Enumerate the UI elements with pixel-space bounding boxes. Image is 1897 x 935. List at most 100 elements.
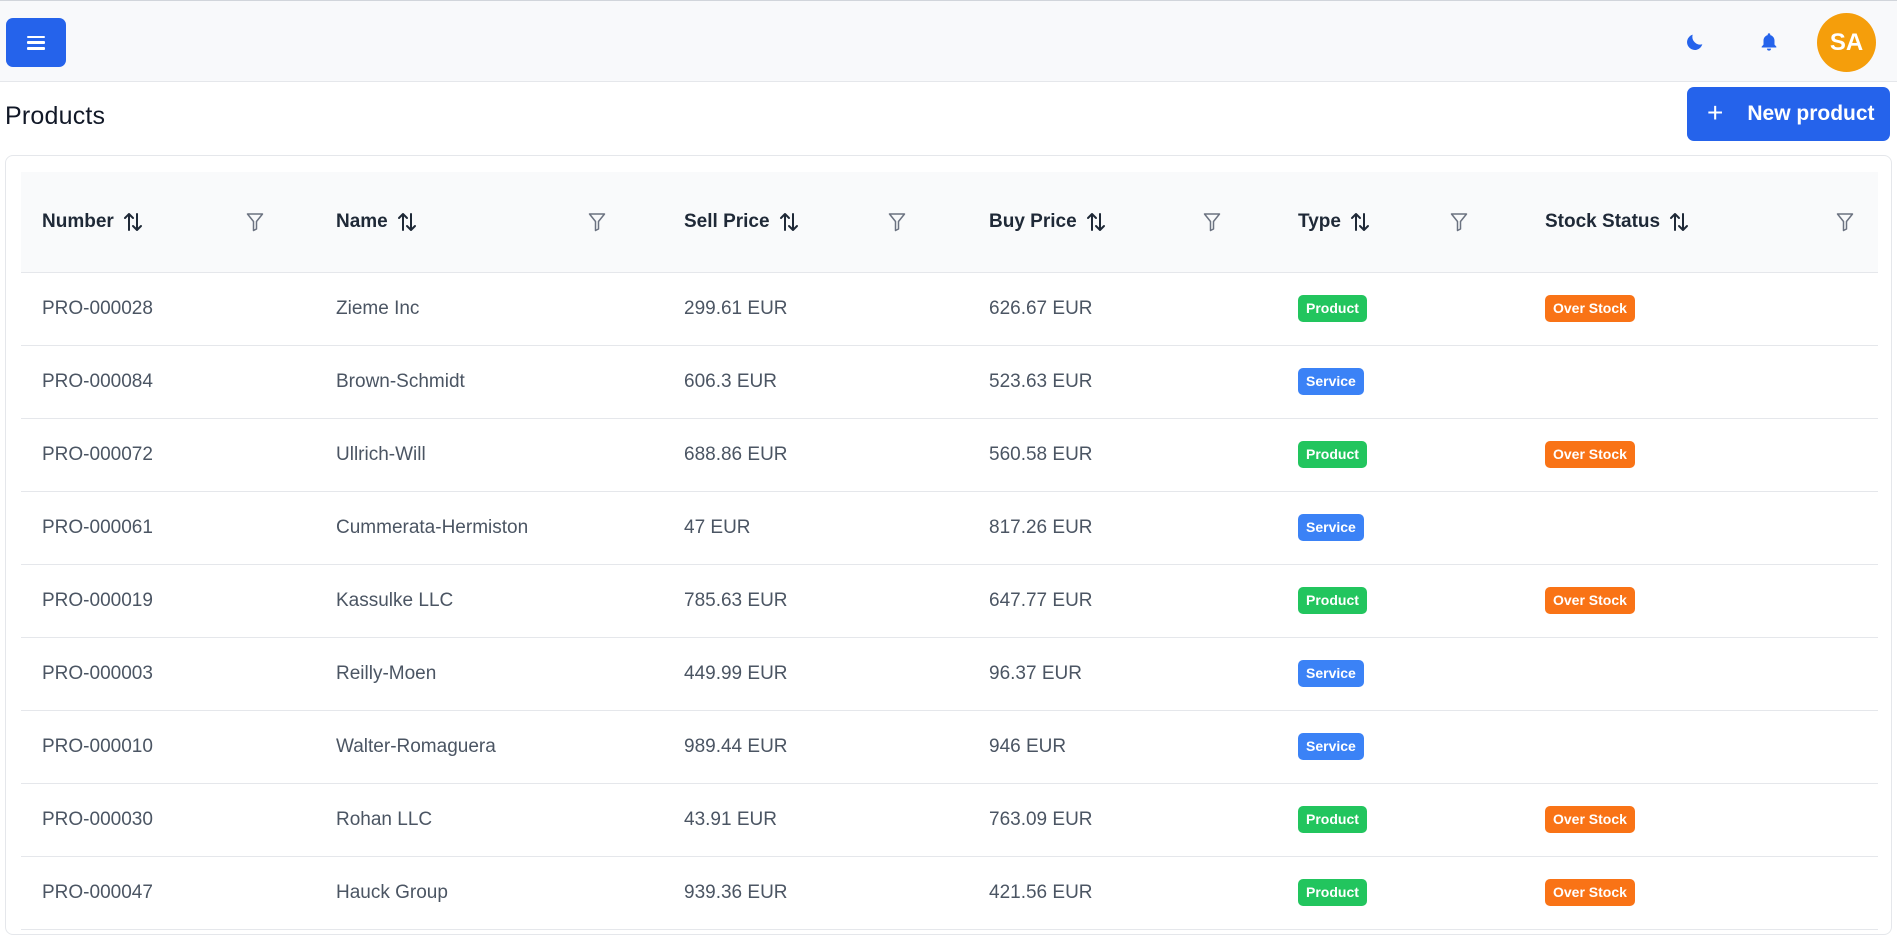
cell-stock-status: Over Stock	[1524, 272, 1878, 345]
sort-icon[interactable]	[397, 211, 417, 233]
filter-icon[interactable]	[1836, 212, 1854, 232]
menu-toggle-button[interactable]	[6, 18, 66, 67]
sort-icon[interactable]	[123, 211, 143, 233]
cell-sell-price: 989.44 EUR	[684, 735, 788, 757]
cell-stock-status	[1524, 710, 1878, 783]
cell-sell-price: 606.3 EUR	[684, 370, 777, 392]
table-row[interactable]: PRO-000084 Brown-Schmidt 606.3 EUR 523.63 E…	[21, 345, 1878, 418]
cell-name: Zieme Inc	[336, 297, 420, 319]
cell-type: Product	[1277, 856, 1524, 929]
menu-icon	[27, 35, 45, 50]
filter-icon[interactable]	[888, 212, 906, 232]
cell-number: PRO-000072	[42, 443, 153, 465]
cell-sell-price: 688.86 EUR	[684, 443, 788, 465]
column-header[interactable]: Type	[1277, 172, 1524, 273]
cell-name: Hauck Group	[336, 881, 448, 903]
filter-icon[interactable]	[1450, 212, 1468, 232]
type-badge: Product	[1298, 587, 1367, 614]
column-header-content: Sell Price	[684, 211, 968, 233]
bell-icon[interactable]	[1758, 31, 1780, 53]
cell-buy-price: 763.09 EUR	[989, 808, 1093, 830]
cell-type: Product	[1277, 783, 1524, 856]
cell-name: Rohan LLC	[336, 808, 433, 830]
cell-type: Service	[1277, 345, 1524, 418]
column-header-content: Stock Status	[1545, 211, 1878, 233]
cell-name: Ullrich-Will	[336, 443, 426, 465]
cell-stock-status: Over Stock	[1524, 856, 1878, 929]
column-header[interactable]: Name	[315, 172, 663, 273]
cell-buy-price: 817.26 EUR	[989, 516, 1093, 538]
table-row[interactable]: PRO-000072 Ullrich-Will 688.86 EUR 560.58 E…	[21, 418, 1878, 491]
sort-icon[interactable]	[1086, 211, 1106, 233]
new-product-label: New product	[1747, 102, 1875, 125]
cell-stock-status	[1524, 491, 1878, 564]
cell-type: Product	[1277, 418, 1524, 491]
cell-number: PRO-000010	[42, 735, 153, 757]
page-title: Products	[5, 102, 106, 130]
stock-status-badge: Over Stock	[1545, 587, 1635, 614]
type-badge: Service	[1298, 514, 1364, 541]
type-badge: Service	[1298, 368, 1364, 395]
cell-buy-price: 421.56 EUR	[989, 881, 1093, 903]
cell-type: Service	[1277, 710, 1524, 783]
type-badge: Product	[1298, 441, 1367, 468]
cell-number: PRO-000019	[42, 589, 153, 611]
cell-name: Walter-Romaguera	[336, 735, 496, 757]
user-avatar[interactable]: SA	[1817, 13, 1876, 72]
cell-number: PRO-000061	[42, 516, 153, 538]
type-badge: Service	[1298, 733, 1364, 760]
column-header-label: Stock Status	[1545, 210, 1661, 232]
column-header[interactable]: Number	[21, 172, 315, 273]
table-header-row: Number Name Sell Price Buy Price Type Stock S…	[21, 172, 1878, 273]
cell-buy-price: 560.58 EUR	[989, 443, 1093, 465]
sort-icon[interactable]	[1350, 211, 1370, 233]
stock-status-badge: Over Stock	[1545, 295, 1635, 322]
cell-sell-price: 785.63 EUR	[684, 589, 788, 611]
plus-icon: +	[1707, 96, 1724, 128]
cell-number: PRO-000030	[42, 808, 153, 830]
stock-status-badge: Over Stock	[1545, 441, 1635, 468]
table-row[interactable]: PRO-000003 Reilly-Moen 449.99 EUR 96.37 EUR…	[21, 637, 1878, 710]
type-badge: Product	[1298, 879, 1367, 906]
column-header[interactable]: Sell Price	[663, 172, 968, 273]
table-row[interactable]: PRO-000030 Rohan LLC 43.91 EUR 763.09 EUR Pr…	[21, 783, 1878, 856]
cell-sell-price: 939.36 EUR	[684, 881, 788, 903]
cell-name: Brown-Schmidt	[336, 370, 465, 392]
type-badge: Product	[1298, 295, 1367, 322]
column-header[interactable]: Stock Status	[1524, 172, 1878, 273]
moon-icon[interactable]	[1684, 31, 1706, 53]
cell-stock-status: Over Stock	[1524, 564, 1878, 637]
column-header-label: Sell Price	[684, 210, 770, 232]
sort-icon[interactable]	[1669, 211, 1689, 233]
table-row[interactable]: PRO-000019 Kassulke LLC 785.63 EUR 647.77 E…	[21, 564, 1878, 637]
table-body: PRO-000028 Zieme Inc 299.61 EUR 626.67 EUR P…	[21, 272, 1878, 929]
products-table-card: Number Name Sell Price Buy Price Type Stock S…	[5, 155, 1892, 935]
cell-sell-price: 299.61 EUR	[684, 297, 788, 319]
column-header-label: Type	[1298, 210, 1341, 232]
cell-buy-price: 626.67 EUR	[989, 297, 1093, 319]
filter-icon[interactable]	[246, 212, 264, 232]
cell-number: PRO-000028	[42, 297, 153, 319]
cell-buy-price: 96.37 EUR	[989, 662, 1082, 684]
type-badge: Service	[1298, 660, 1364, 687]
table-row[interactable]: PRO-000010 Walter-Romaguera 989.44 EUR 946 …	[21, 710, 1878, 783]
stock-status-badge: Over Stock	[1545, 806, 1635, 833]
filter-icon[interactable]	[1203, 212, 1221, 232]
cell-name: Cummerata-Hermiston	[336, 516, 529, 538]
column-header-content: Number	[42, 211, 315, 233]
table-row[interactable]: PRO-000061 Cummerata-Hermiston 47 EUR 817.2…	[21, 491, 1878, 564]
cell-stock-status: Over Stock	[1524, 783, 1878, 856]
cell-sell-price: 449.99 EUR	[684, 662, 788, 684]
table-row[interactable]: PRO-000047 Hauck Group 939.36 EUR 421.56 EU…	[21, 856, 1878, 929]
column-header-label: Number	[42, 210, 114, 232]
sort-icon[interactable]	[779, 211, 799, 233]
cell-name: Reilly-Moen	[336, 662, 437, 684]
new-product-button[interactable]: + New product	[1687, 87, 1890, 141]
stock-status-badge: Over Stock	[1545, 879, 1635, 906]
column-header-content: Buy Price	[989, 211, 1277, 233]
filter-icon[interactable]	[588, 212, 606, 232]
column-header[interactable]: Buy Price	[968, 172, 1277, 273]
cell-stock-status: Over Stock	[1524, 418, 1878, 491]
products-table: Number Name Sell Price Buy Price Type Stock S…	[21, 172, 1878, 930]
table-row[interactable]: PRO-000028 Zieme Inc 299.61 EUR 626.67 EUR P…	[21, 272, 1878, 345]
